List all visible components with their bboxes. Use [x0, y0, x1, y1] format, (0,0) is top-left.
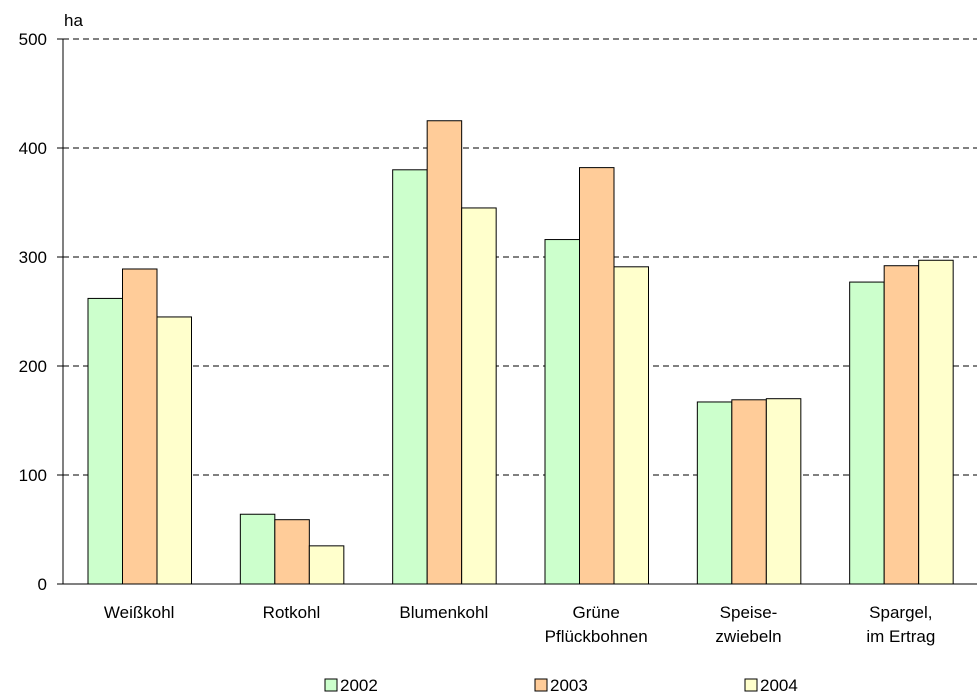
bar-2003: [731, 399, 767, 585]
x-axis-labels: Weißkohl Rotkohl Blumenkohl Grüne Pflückbohn…: [104, 603, 935, 646]
legend-label-2002: 2002: [340, 676, 378, 695]
axes: [62, 39, 977, 585]
bar-2004: [308, 545, 345, 585]
bar-2002: [544, 239, 580, 585]
legend-label-2004: 2004: [760, 676, 798, 695]
legend: 2002 2003 2004: [324, 676, 798, 695]
bar-2002: [392, 169, 428, 585]
gridlines: [63, 38, 977, 476]
bar-2004: [461, 207, 497, 585]
bar-2003: [883, 265, 920, 585]
y-tick-label: 100: [19, 466, 47, 485]
bar-2002: [87, 297, 123, 585]
legend-swatch-2002: [324, 678, 338, 692]
bar-2003: [274, 519, 310, 585]
y-tick-label: 200: [19, 357, 47, 376]
bar-2004: [765, 398, 802, 585]
x-category-label: Spargel, im Ertrag: [866, 603, 935, 646]
bar-2003: [122, 268, 158, 585]
x-category-label: Rotkohl: [263, 603, 321, 622]
y-tick-label: 0: [38, 575, 47, 594]
legend-swatch-2003: [534, 678, 548, 692]
bar-2004: [156, 316, 192, 585]
bar-2004: [918, 259, 954, 585]
bar-2002: [849, 281, 885, 585]
x-category-label: Blumenkohl: [399, 603, 488, 622]
bar-2002: [239, 513, 276, 585]
y-axis-unit-label: ha: [64, 11, 83, 30]
bar-2004: [613, 266, 649, 585]
x-category-label: Weißkohl: [104, 603, 175, 622]
bars: [87, 120, 954, 585]
legend-label-2003: 2003: [550, 676, 588, 695]
bar-2003: [579, 167, 615, 585]
y-tick-label: 300: [19, 248, 47, 267]
y-axis-ticks: 0 100 200 300 400 500: [19, 30, 63, 594]
bar-2002: [696, 401, 733, 585]
x-category-label: Grüne Pflückbohnen: [545, 603, 648, 646]
bar-2003: [426, 120, 463, 585]
y-tick-label: 400: [19, 139, 47, 158]
legend-swatch-2004: [744, 678, 758, 692]
y-tick-label: 500: [19, 30, 47, 49]
x-category-label: Speise-zwiebeln: [715, 603, 781, 646]
